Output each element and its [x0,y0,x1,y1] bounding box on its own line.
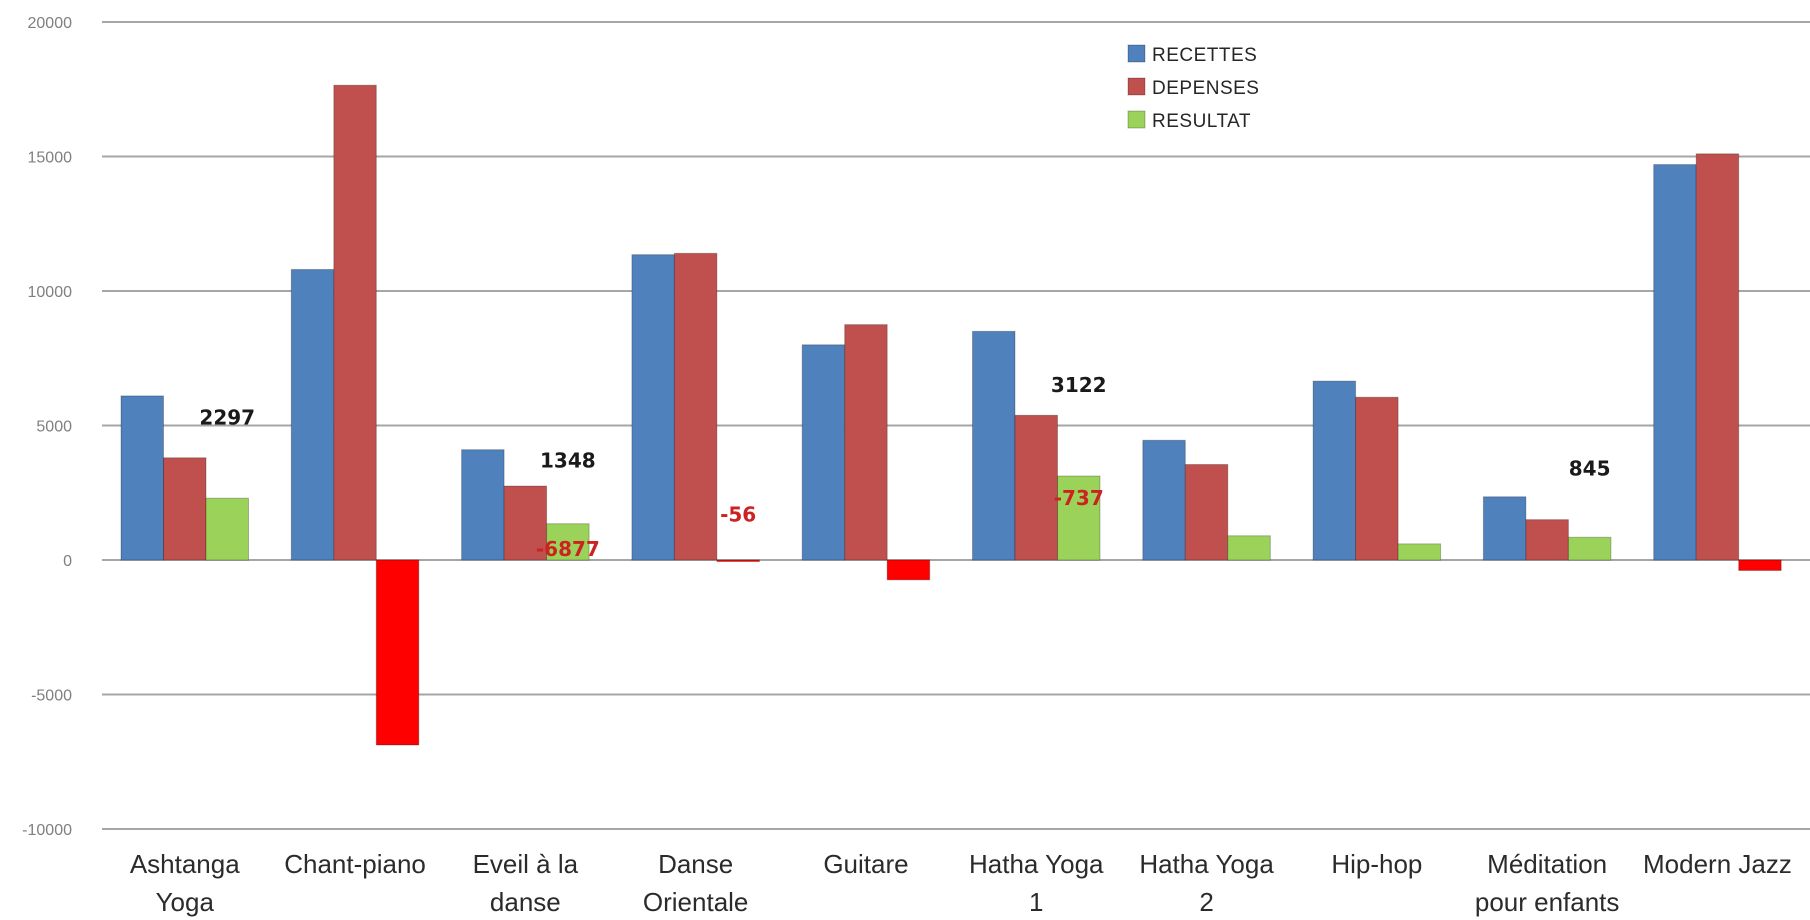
bar-resultat-6 [1227,535,1271,561]
x-tick-label: Danse Orientale [643,849,749,917]
bar-depenses-1 [333,84,377,561]
legend-label: RESULTAT [1152,111,1251,132]
bar-resultat-4 [886,559,931,581]
legend-swatch-resultat [1127,110,1146,129]
bar-depenses-7 [1355,396,1399,561]
x-tick-label: Modern Jazz [1643,849,1792,879]
bar-depenses-6 [1184,464,1229,561]
legend: RECETTES DEPENSES RESULTAT [1127,44,1259,132]
bar-recettes-0 [120,395,164,561]
data-label: 3122 [1051,373,1107,397]
x-tick-label: Chant-piano [284,849,426,879]
bar-depenses-5 [1014,414,1058,561]
data-label: -6877 [536,537,600,561]
bar-resultat-3 [716,559,760,563]
y-tick-label: 15000 [28,150,73,167]
bar-resultat-8 [1567,536,1612,561]
y-tick-label: 20000 [28,15,73,32]
x-tick-label: Hatha Yoga 2 [1139,849,1274,917]
bar-recettes-8 [1482,496,1527,561]
bar-recettes-1 [290,268,335,561]
y-tick-label: -10000 [22,822,72,839]
data-label: 845 [1569,457,1611,481]
bar-recettes-7 [1312,380,1357,561]
y-tick-label: 10000 [28,284,73,301]
y-tick-label: 0 [63,553,72,570]
bar-resultat-9 [1738,559,1782,571]
x-tick-label: Guitare [823,849,908,879]
bar-recettes-5 [972,330,1016,561]
bar-depenses-9 [1695,153,1740,561]
legend-swatch-recettes [1127,44,1146,63]
bar-recettes-6 [1142,439,1186,561]
bar-depenses-8 [1525,519,1569,561]
x-tick-label: Hip-hop [1331,849,1422,879]
x-tick-label: Ashtanga Yoga [130,849,240,917]
bar-depenses-3 [673,252,718,561]
data-label: 1348 [540,448,596,472]
bar-recettes-2 [461,449,505,561]
data-label: -737 [1054,486,1104,510]
x-axis-tick-labels: Ashtanga Yoga Chant-piano Eveil à la danse Da… [130,849,1792,917]
bar-depenses-4 [844,324,888,561]
x-tick-label: Eveil à la danse [473,849,579,917]
data-label: 2297 [199,405,255,429]
bar-resultat-2 [546,523,590,561]
bar-resultat-1 [375,559,420,746]
legend-label: RECETTES [1152,45,1257,66]
legend-label: DEPENSES [1152,78,1259,99]
y-axis-tick-labels: -10000 -5000 0 5000 10000 15000 20000 [22,15,72,839]
bar-resultat-7 [1397,543,1442,561]
data-labels: 2297 -6877 1348 -56 -737 3122 845 [199,373,1610,561]
data-label: -56 [720,502,756,526]
bar-recettes-4 [801,344,846,561]
bar-depenses-2 [503,485,548,561]
legend-swatch-depenses [1127,77,1146,96]
y-tick-label: 5000 [36,419,72,436]
bar-recettes-9 [1653,164,1697,561]
bar-depenses-0 [163,457,207,561]
bars [120,84,1782,746]
x-tick-label: Hatha Yoga 1 [969,849,1104,917]
bar-resultat-0 [205,497,249,561]
bar-recettes-3 [631,254,675,561]
bar-resultat-5 [1057,475,1101,561]
x-tick-label: Méditation pour enfants [1475,849,1620,917]
y-tick-label: -5000 [31,688,72,705]
